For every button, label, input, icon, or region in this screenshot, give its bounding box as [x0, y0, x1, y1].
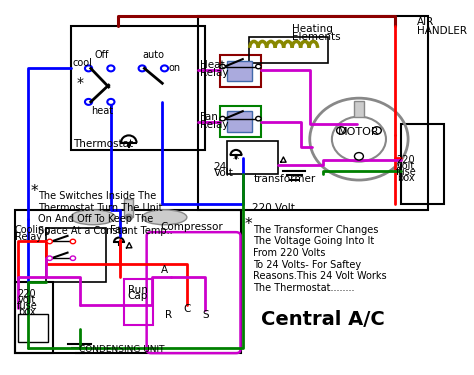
Bar: [220, 106, 261, 137]
Bar: [220, 56, 261, 87]
Text: Volt: Volt: [214, 168, 234, 178]
Text: cool: cool: [72, 58, 92, 68]
Circle shape: [373, 127, 381, 134]
Bar: [198, 16, 428, 210]
Circle shape: [47, 239, 52, 244]
Text: box: box: [18, 307, 36, 317]
Bar: [71, 26, 205, 150]
Circle shape: [125, 214, 132, 220]
Text: 220: 220: [18, 289, 36, 298]
Text: *: *: [30, 184, 38, 199]
Bar: [227, 111, 252, 132]
Bar: [18, 314, 48, 342]
Circle shape: [161, 65, 168, 71]
Circle shape: [47, 256, 52, 261]
Text: volt: volt: [18, 295, 36, 305]
Circle shape: [355, 153, 364, 160]
Text: 24: 24: [214, 162, 227, 172]
Text: Relay: Relay: [15, 232, 42, 242]
Text: AIR: AIR: [417, 17, 434, 27]
Circle shape: [255, 116, 261, 121]
Text: R: R: [165, 310, 173, 320]
Bar: [124, 199, 133, 217]
Circle shape: [220, 116, 225, 121]
Bar: [124, 279, 154, 325]
Ellipse shape: [142, 210, 187, 225]
Text: Elements: Elements: [292, 32, 340, 42]
Text: heat: heat: [91, 106, 113, 116]
Text: Run: Run: [128, 285, 147, 295]
Text: 220: 220: [397, 154, 415, 165]
Text: S: S: [203, 310, 210, 320]
Text: *: *: [76, 76, 83, 90]
Text: Fan: Fan: [201, 112, 218, 122]
Bar: [15, 282, 53, 353]
Text: Central A/C: Central A/C: [261, 310, 385, 329]
Text: The Transformer Changes
The Voltage Going Into It
From 220 Volts
To 24 Volts- Fo: The Transformer Changes The Voltage Goin…: [253, 225, 386, 293]
Circle shape: [337, 127, 346, 134]
Text: Thermostat: Thermostat: [73, 139, 133, 149]
Bar: [227, 141, 279, 174]
Text: box: box: [397, 173, 415, 183]
Bar: [249, 37, 328, 63]
Text: Heating: Heating: [292, 24, 333, 34]
Circle shape: [255, 64, 261, 69]
Bar: [15, 210, 240, 353]
Circle shape: [85, 99, 92, 105]
Bar: [401, 124, 444, 204]
Circle shape: [85, 65, 92, 71]
Text: Heat: Heat: [201, 60, 225, 70]
Text: The Switches Inside The
Thermostat Turn The Unit
On And Off To Keep The
Space At: The Switches Inside The Thermostat Turn …: [38, 191, 173, 236]
Text: Cooling: Cooling: [15, 225, 51, 235]
Text: Fan: Fan: [110, 225, 128, 235]
Text: 220 Volt: 220 Volt: [252, 203, 294, 213]
Text: auto: auto: [142, 50, 164, 60]
Circle shape: [70, 239, 75, 244]
Text: *: *: [232, 153, 239, 166]
Circle shape: [138, 65, 146, 71]
Circle shape: [70, 256, 75, 261]
Text: MOTOR: MOTOR: [338, 127, 380, 136]
Ellipse shape: [71, 210, 115, 225]
Text: Cap: Cap: [128, 291, 148, 301]
Text: CONDENSING UNIT: CONDENSING UNIT: [79, 345, 165, 354]
Text: A: A: [161, 265, 168, 275]
Text: HANDLER: HANDLER: [417, 26, 467, 36]
Bar: [227, 61, 252, 81]
Text: Compressor: Compressor: [160, 222, 223, 232]
Bar: [46, 228, 107, 282]
Text: C: C: [183, 304, 191, 314]
Text: transformer: transformer: [254, 174, 316, 184]
Text: *: *: [245, 217, 253, 232]
Circle shape: [107, 65, 114, 71]
Text: Off: Off: [95, 50, 109, 60]
Text: volt: volt: [397, 161, 415, 171]
Text: fuse: fuse: [395, 167, 416, 177]
Text: fuse: fuse: [17, 301, 37, 311]
Bar: [354, 102, 365, 117]
Text: on: on: [169, 63, 181, 74]
Circle shape: [107, 99, 114, 105]
Text: Relay: Relay: [201, 68, 229, 78]
Text: Relay: Relay: [201, 120, 229, 130]
Circle shape: [220, 64, 225, 69]
